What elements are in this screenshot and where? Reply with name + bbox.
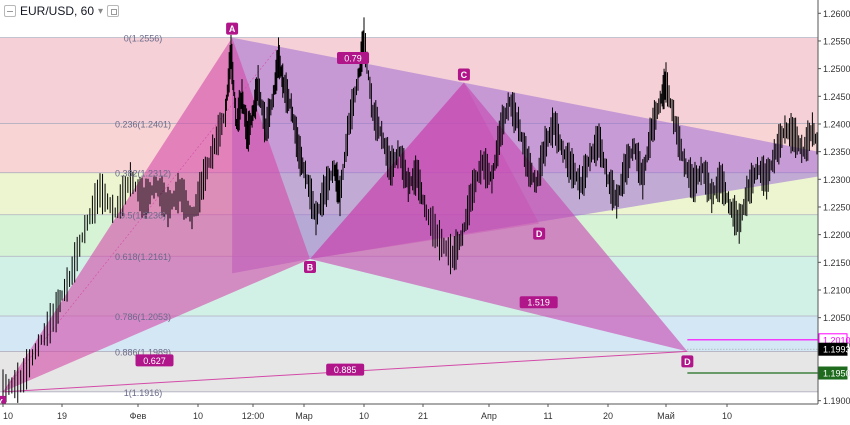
fib-label: 0.786(1.2053) bbox=[115, 312, 171, 322]
ratio-label: 1.519 bbox=[527, 298, 550, 308]
point-badge-d: D bbox=[536, 229, 543, 239]
price-tick-label: 1.2100 bbox=[823, 285, 850, 295]
point-badge-d: D bbox=[684, 357, 691, 367]
price-tick-label: 1.2300 bbox=[823, 175, 850, 185]
time-tick-label: Фев bbox=[130, 411, 147, 421]
price-tick-label: 1.2400 bbox=[823, 119, 850, 129]
price-tick-label: 1.2600 bbox=[823, 9, 850, 19]
fib-label: 1(1.1916) bbox=[124, 388, 163, 398]
ratio-label: 0.79 bbox=[344, 54, 362, 64]
price-tick-label: 1.2250 bbox=[823, 202, 850, 212]
time-tick-label: 12:00 bbox=[242, 411, 265, 421]
fib-band bbox=[0, 351, 818, 392]
pattern-triangle-bcd bbox=[310, 82, 688, 352]
time-tick-label: 21 bbox=[418, 411, 428, 421]
point-badge-a: A bbox=[229, 24, 236, 34]
pattern-triangle-bcd-inner bbox=[310, 82, 540, 260]
pattern-triangle-xab bbox=[3, 37, 310, 392]
price-tick-label: 1.1900 bbox=[823, 396, 850, 406]
price-tick-label: 1.2200 bbox=[823, 230, 850, 240]
fib-label: 0.382(1.2312) bbox=[115, 169, 171, 179]
price-tag: 1.2010 bbox=[823, 335, 850, 345]
fib-label: 0.618(1.2161) bbox=[115, 252, 171, 262]
time-axis-bg bbox=[0, 404, 850, 425]
price-tag-bg bbox=[818, 366, 848, 380]
price-tag: 1.1950 bbox=[823, 369, 850, 379]
ratio-label: 0.627 bbox=[143, 356, 166, 366]
chevron-down-icon[interactable]: ▾ bbox=[98, 5, 104, 17]
time-tick-label: Май bbox=[657, 411, 675, 421]
time-tick-label: 10 bbox=[193, 411, 203, 421]
point-badge-bg bbox=[457, 68, 470, 81]
ratio-label: 0.885 bbox=[334, 365, 357, 375]
ratio-label-bg bbox=[326, 363, 365, 376]
point-badge-b: B bbox=[307, 263, 314, 273]
chart-mode-icon[interactable] bbox=[4, 5, 16, 17]
point-badge-c: C bbox=[461, 70, 468, 80]
symbol-label[interactable]: EUR/USD, 60 bbox=[20, 4, 95, 18]
fib-label: 0.236(1.2401) bbox=[115, 119, 171, 129]
expand-icon[interactable] bbox=[107, 5, 120, 17]
price-tick-label: 1.2350 bbox=[823, 147, 850, 157]
time-tick-label: 10 bbox=[3, 411, 13, 421]
point-badge-bg bbox=[533, 227, 546, 240]
time-tick-label: 19 bbox=[57, 411, 67, 421]
price-tick-label: 1.2500 bbox=[823, 64, 850, 74]
ratio-label-bg bbox=[337, 52, 370, 65]
point-badge-bg bbox=[681, 355, 694, 368]
ratio-label-bg bbox=[519, 296, 558, 309]
price-tag-bg bbox=[818, 342, 848, 356]
fib-label: 0(1.2556) bbox=[124, 34, 163, 44]
price-tick-label: 1.2550 bbox=[823, 36, 850, 46]
time-tick-label: 10 bbox=[722, 411, 732, 421]
time-tick-label: Мар bbox=[295, 411, 313, 421]
price-tick-label: 1.2450 bbox=[823, 92, 850, 102]
chart-header: EUR/USD, 60 ▾ bbox=[0, 0, 120, 22]
price-tag: 1.1993 bbox=[823, 345, 850, 355]
price-tick-label: 1.2150 bbox=[823, 258, 850, 268]
time-tick-label: Апр bbox=[481, 411, 497, 421]
pattern-line-xa-ext bbox=[2, 46, 279, 393]
time-tick-label: 20 bbox=[603, 411, 613, 421]
fib-label: 0.5(1.2236) bbox=[120, 211, 166, 221]
point-badge-x: X bbox=[0, 397, 3, 407]
fib-label: 0.886(1.1989) bbox=[115, 347, 171, 357]
time-tick-label: 11 bbox=[543, 411, 552, 421]
point-badge-bg bbox=[226, 22, 239, 35]
price-tick-label: 1.2050 bbox=[823, 313, 850, 323]
ratio-label-bg bbox=[135, 354, 174, 367]
time-tick-label: 10 bbox=[359, 411, 369, 421]
point-badge-bg bbox=[304, 261, 316, 274]
